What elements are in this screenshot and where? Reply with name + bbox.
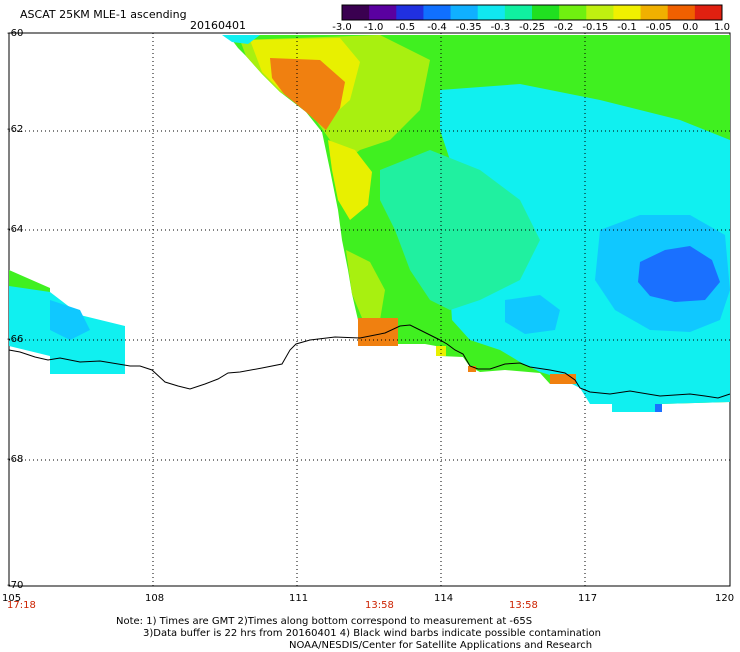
lat-label: -64 xyxy=(7,224,24,235)
colorbar-segment xyxy=(450,5,479,20)
time-label: 13:58 xyxy=(365,600,394,611)
lat-label: -68 xyxy=(7,454,24,465)
colorbar-tick-label: -0.3 xyxy=(490,22,511,33)
colorbar-segment xyxy=(559,5,587,20)
colorbar-tick-label: -0.2 xyxy=(553,22,574,33)
colorbar-segment xyxy=(342,5,370,20)
data-region xyxy=(550,374,576,384)
colorbar-segment xyxy=(369,5,397,20)
data-region xyxy=(50,300,90,340)
lat-label: -62 xyxy=(7,124,24,135)
data-region xyxy=(638,246,720,302)
colorbar-tick-label: -3.0 xyxy=(332,22,352,33)
colorbar-segment xyxy=(640,5,669,20)
data-region xyxy=(505,295,560,334)
colorbar xyxy=(341,4,723,21)
data-region xyxy=(380,150,540,310)
colorbar-tick-label: -0.1 xyxy=(617,22,637,33)
lon-label: 105 xyxy=(2,593,22,604)
data-region xyxy=(328,140,372,220)
colorbar-tick-label: 1.0 xyxy=(714,22,730,33)
data-field xyxy=(9,35,730,412)
colorbar-tick-label: -1.0 xyxy=(363,22,384,33)
colorbar-segment xyxy=(504,5,533,20)
graticule xyxy=(9,33,730,586)
colorbar-tick-label: -0.35 xyxy=(455,22,482,33)
data-region xyxy=(222,35,260,44)
colorbar-segment xyxy=(694,5,723,20)
data-region xyxy=(358,318,398,346)
colorbar-segment xyxy=(586,5,614,20)
data-region xyxy=(436,346,446,356)
colorbar-segment xyxy=(477,5,506,20)
colorbar-frame xyxy=(341,4,723,21)
data-region xyxy=(270,58,345,130)
lat-label: -66 xyxy=(7,334,24,345)
lon-label: 111 xyxy=(289,593,309,604)
colorbar-tick-label: -0.15 xyxy=(582,22,609,33)
colorbar-segment xyxy=(667,5,696,20)
colorbar-tick-label: -0.4 xyxy=(427,22,447,33)
note-line-3: NOAA/NESDIS/Center for Satellite Applica… xyxy=(289,640,593,651)
colorbar-segment xyxy=(396,5,424,20)
product-title: ASCAT 25KM MLE-1 ascending xyxy=(20,8,187,21)
lon-label: 108 xyxy=(145,593,165,604)
colorbar-segment xyxy=(532,5,560,20)
colorbar-tick-label: -0.25 xyxy=(519,22,545,33)
data-region xyxy=(346,250,385,320)
date-label: 20160401 xyxy=(190,19,246,32)
colorbar-tick-label: 0.0 xyxy=(682,22,699,33)
colorbar-tick-label: -0.05 xyxy=(645,22,672,33)
coastline xyxy=(8,324,731,399)
lon-label: 114 xyxy=(434,593,454,604)
time-label: 17:18 xyxy=(7,600,36,611)
lat-label: -60 xyxy=(7,28,24,39)
data-region xyxy=(655,404,662,412)
colorbar-segment xyxy=(423,5,452,20)
time-label: 13:58 xyxy=(509,600,538,611)
colorbar-segment xyxy=(613,5,642,20)
note-line-1: Note: 1) Times are GMT 2)Times along bot… xyxy=(116,616,533,627)
note-line-2: 3)Data buffer is 22 hrs from 20160401 4)… xyxy=(143,628,601,639)
lat-label: -70 xyxy=(7,580,24,591)
lon-label: 117 xyxy=(578,593,598,604)
lon-label: 120 xyxy=(715,593,735,604)
colorbar-tick-label: -0.5 xyxy=(395,22,416,33)
